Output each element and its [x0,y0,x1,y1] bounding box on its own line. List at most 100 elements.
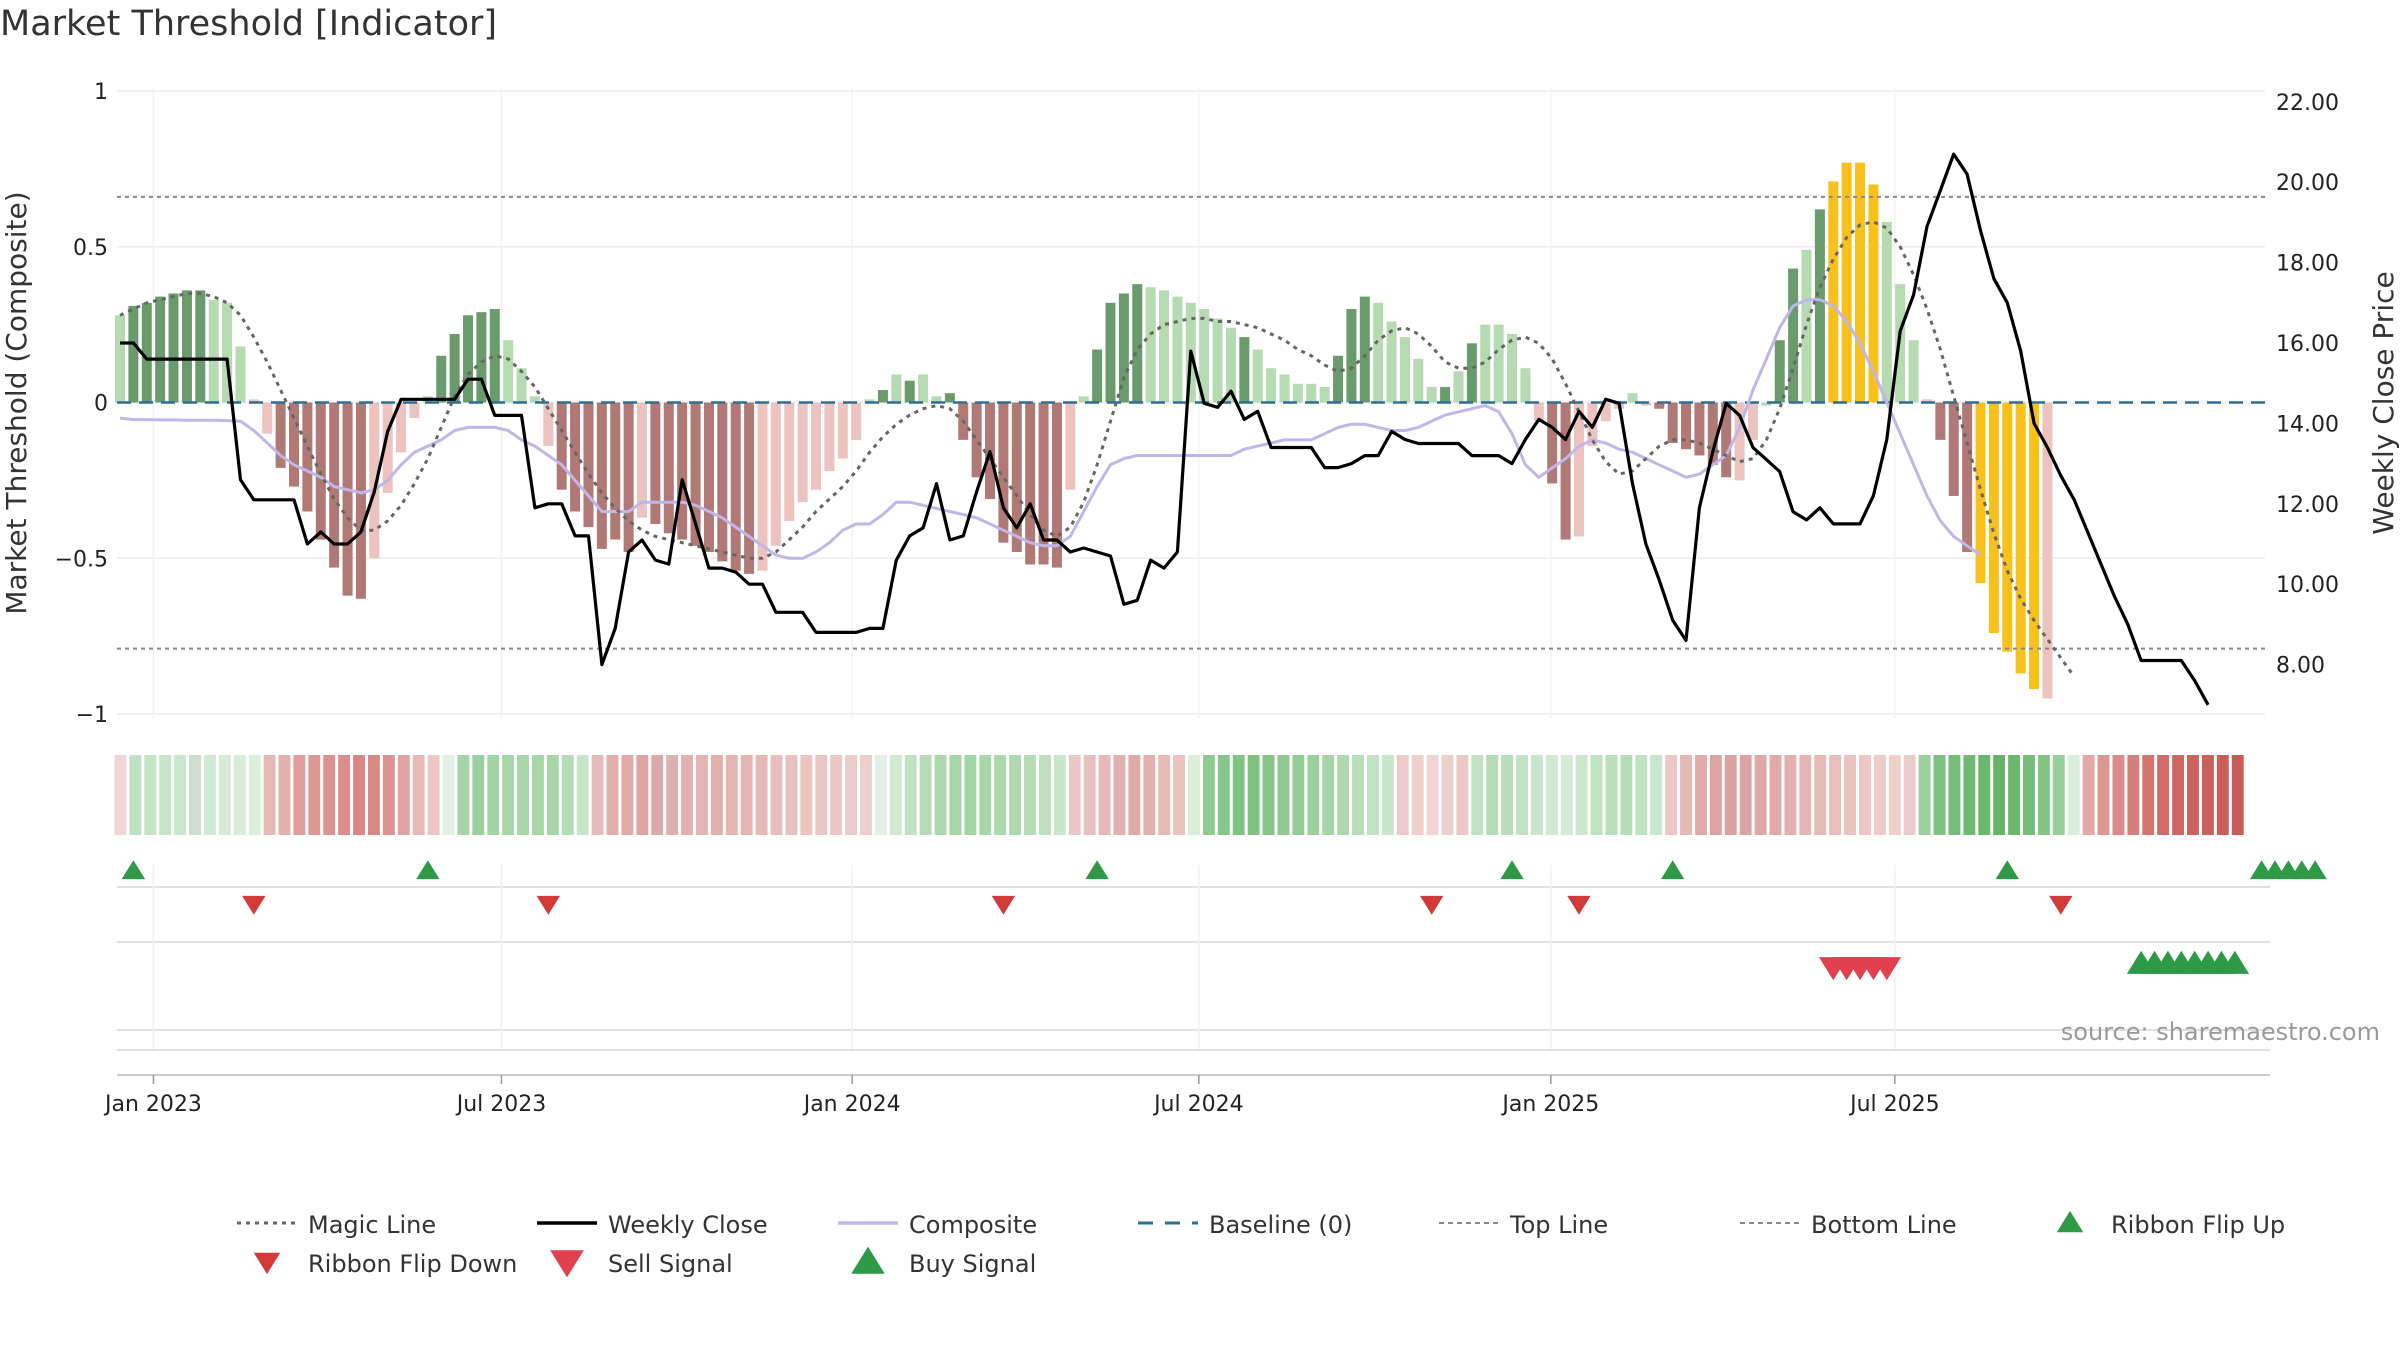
ribbon-cell [1381,755,1394,835]
ribbon-cell [860,755,872,835]
right-tick-label: 20.00 [2276,171,2339,196]
ribbon-flip-up-marker [1500,860,1524,880]
ribbon-flip-down-marker [2049,895,2073,915]
composite-bar [382,402,393,493]
composite-bar [1841,162,1852,403]
ribbon-cell [979,755,992,835]
ribbon-flip-down-marker [536,895,561,915]
legend: Magic Line Weekly Close Composite Baseline … [237,1210,2285,1278]
ribbon-cell [1202,755,1215,835]
composite-bar [556,402,567,490]
ribbon-cell [308,755,321,835]
legend-swatch [550,1250,584,1278]
composite-bar [195,290,206,403]
ribbon-cell [1665,755,1678,835]
ribbon-cell [666,755,679,835]
composite-bar [637,402,648,518]
legend-label: Ribbon Flip Down [308,1250,517,1278]
ribbon-cell [397,755,410,835]
ribbon-cell [904,755,917,835]
ribbon-cell [770,755,783,835]
composite-bar [1560,402,1571,540]
x-tick-label: Jul 2024 [1152,1092,1244,1117]
composite-bar [1707,402,1718,465]
reference-lines [117,195,2265,650]
composite-bar [891,374,902,403]
composite-bar [1667,402,1678,443]
ribbon-cell [785,755,798,835]
ribbon-cell [233,755,246,835]
ribbon-cell [874,755,887,835]
ribbon-cell [323,755,336,835]
ribbon-cell [1396,755,1409,835]
ribbon-cell [1173,755,1186,835]
composite-bar [1199,309,1210,403]
ribbon-cell [725,755,738,835]
ribbon-cell [114,755,127,835]
composite-bar [155,296,166,403]
composite-bar [463,315,474,403]
ribbon-cell [1754,755,1767,835]
ribbon-cell [2008,755,2021,835]
composite-bar [369,402,380,559]
ribbon-cell [2082,755,2095,835]
composite-bar [436,355,447,403]
composite-bar [1801,249,1812,403]
ribbon-cell [1888,755,1901,835]
ribbon-cell [1366,755,1379,835]
ribbon-cell [1068,755,1081,835]
ribbon-flip-up-marker [1995,860,2019,880]
composite-bar [1654,402,1665,409]
legend-item: Sell Signal [550,1250,733,1278]
ribbon-cell [2067,755,2080,835]
ribbon-cell [1545,755,1558,835]
ribbon-cell [636,755,649,835]
left-tick-label: 0.5 [73,236,108,261]
composite-bar [141,302,152,403]
ribbon-cell [1292,755,1305,835]
ribbon-cell [934,755,947,835]
ribbon-cell [248,755,261,835]
composite-bar [409,402,420,419]
left-tick-label: 0 [94,392,108,417]
x-axis: Jan 2023 Jul 2023 Jan 2024 Jul 2024 Jan 2025… [103,1074,2270,1117]
composite-bar [784,402,795,521]
ribbon-cell [1426,755,1439,835]
ribbon-cell [1516,755,1528,835]
composite-bar [1373,302,1384,403]
composite-bar [757,402,768,571]
composite-bar [1908,340,1919,403]
ribbon-cell [1963,755,1976,835]
ribbon-cell [1113,755,1126,835]
ribbon-cell [487,755,500,835]
ribbon-cell [442,755,455,835]
ribbon-cell [2201,755,2214,835]
ribbon-cell [1680,755,1692,835]
composite-bar [998,402,1009,543]
composite-bars [115,162,2053,699]
ribbon-cell [651,755,664,835]
composite-bar [1868,184,1879,403]
ribbon-flip-down-marker [991,895,1016,915]
composite-bar [1145,287,1156,403]
ribbon-cell [1948,755,1961,835]
ribbon-cell [1024,755,1036,835]
ribbon-heatmap [114,755,2244,835]
composite-bar [1640,402,1651,406]
ribbon-flip-down-marker [1420,895,1444,915]
legend-label: Composite [909,1211,1037,1239]
composite-bar [877,390,888,403]
ribbon-cell [1411,755,1424,835]
ribbon-cell [710,755,723,835]
ribbon-cell [502,755,515,835]
composite-bar [1212,318,1223,403]
left-tick-label: −1 [76,703,108,728]
ribbon-cell [919,755,932,835]
composite-bar [1962,402,1973,553]
composite-line [119,298,1982,560]
ribbon-cell [174,755,187,835]
legend-swatch [851,1246,885,1274]
ribbon-cell [1784,755,1797,835]
ribbon-cell [740,755,753,835]
right-tick-label: 16.00 [2276,332,2339,357]
